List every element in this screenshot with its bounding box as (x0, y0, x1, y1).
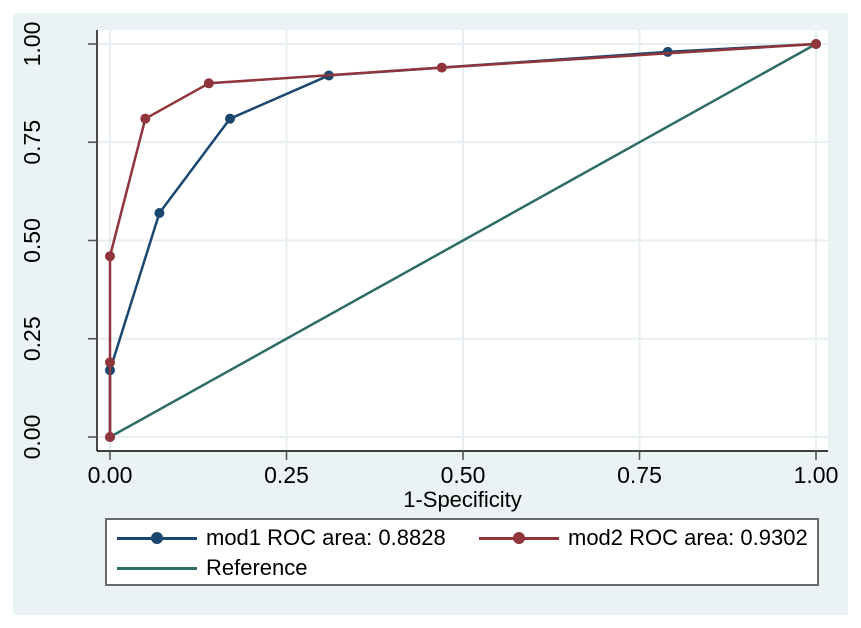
legend-entry-label: mod1 ROC area: 0.8828 (206, 525, 446, 550)
roc-curve-reference (109, 42, 817, 439)
data-point-marker-mod2 (105, 357, 115, 368)
data-point-marker-mod2 (105, 251, 115, 262)
legend-marker-dot (151, 532, 163, 544)
legend-line-sample (117, 566, 197, 570)
y-tick-label: 0.25 (19, 316, 45, 361)
data-point-marker-mod1 (225, 113, 236, 124)
data-point-marker-mod2 (140, 113, 151, 124)
y-tick-label: 0.75 (19, 120, 45, 165)
x-axis-title: 1-Specificity (403, 487, 522, 512)
legend-entry-label: mod2 ROC area: 0.9302 (568, 525, 808, 550)
data-point-marker-mod1 (662, 46, 673, 57)
y-tick-label: 0.00 (19, 415, 45, 460)
data-point-marker-mod2 (105, 432, 115, 442)
data-point-marker-mod2 (203, 78, 214, 89)
legend-marker-dot (513, 532, 525, 544)
legend-entry-mod1: mod1 ROC area: 0.8828 (117, 525, 479, 551)
x-tick-label: 1.00 (794, 462, 839, 488)
legend-entry-label: Reference (206, 555, 308, 580)
legend-line-sample (479, 532, 559, 544)
x-tick-label: 0.00 (88, 462, 133, 488)
data-point-marker-mod1 (154, 207, 165, 218)
x-tick-label: 0.25 (264, 462, 309, 488)
data-point-marker-mod2 (436, 62, 447, 73)
y-tick-label: 0.50 (19, 218, 45, 263)
legend-entry-mod2: mod2 ROC area: 0.9302 (479, 525, 817, 551)
y-tick-label: 1.00 (19, 22, 45, 67)
chart-canvas: 0.00 0.25 0.50 0.75 1.00 0.00 0.25 0.50 0.75 1.00… (13, 13, 848, 615)
roc-plot: 0.00 0.25 0.50 0.75 1.00 0.00 0.25 0.50 0.75 1.00 (19, 22, 839, 488)
legend: mod1 ROC area: 0.8828 mod2 ROC area: 0.93… (105, 518, 819, 586)
x-tick-label: 0.75 (617, 462, 662, 488)
legend-entry-reference: Reference (117, 555, 479, 581)
legend-line-sample (117, 532, 197, 544)
data-point-marker-mod2 (811, 39, 821, 49)
x-tick-label: 0.50 (441, 462, 486, 488)
